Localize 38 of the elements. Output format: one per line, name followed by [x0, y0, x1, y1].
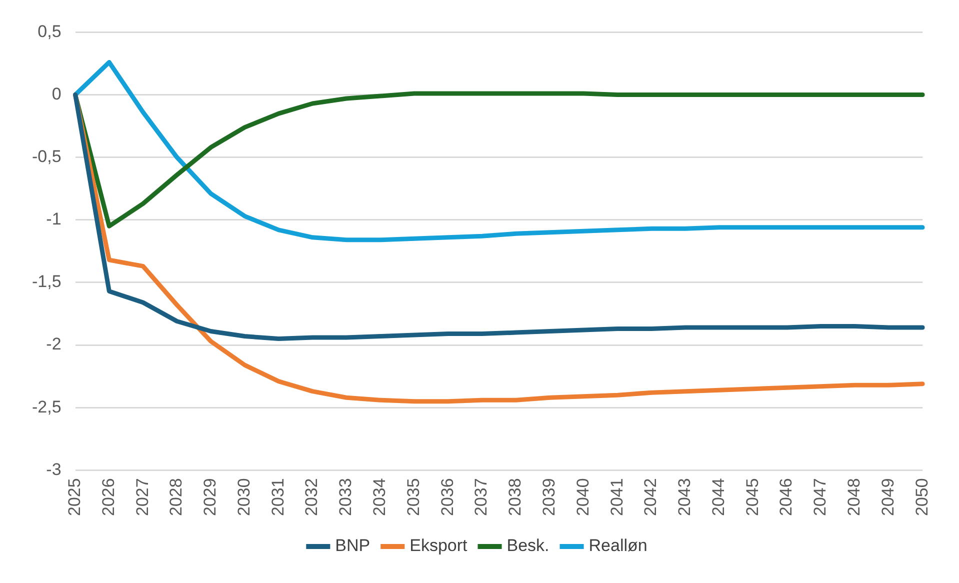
x-tick-label: 2037	[472, 478, 491, 516]
legend-label: BNP	[335, 536, 370, 556]
x-tick-label: 2049	[878, 478, 898, 516]
x-tick-label: 2047	[810, 478, 830, 516]
x-tick-label: 2039	[539, 478, 558, 516]
y-tick-label: -2,5	[32, 397, 62, 416]
x-tick-label: 2032	[302, 478, 322, 516]
x-tick-label: 2044	[708, 478, 728, 516]
y-tick-label: -2	[46, 334, 62, 354]
x-tick-label: 2029	[200, 478, 220, 516]
x-tick-label: 2043	[675, 478, 694, 516]
x-tick-label: 2036	[438, 478, 457, 516]
x-tick-label: 2025	[64, 478, 84, 516]
x-tick-label: 2045	[742, 478, 762, 516]
x-tick-label: 2046	[776, 478, 796, 516]
x-tick-label: 2048	[844, 478, 864, 516]
y-tick-label: 0,5	[38, 22, 62, 41]
x-tick-label: 2031	[268, 478, 288, 516]
y-tick-label: -0,5	[32, 147, 62, 166]
legend-label: Besk.	[506, 536, 550, 556]
legend-label: Eksport	[410, 536, 468, 556]
x-tick-label: 2034	[370, 478, 390, 516]
legend-label: Realløn	[588, 536, 648, 556]
y-tick-label: -3	[46, 460, 62, 479]
x-tick-label: 2050	[912, 478, 932, 516]
y-tick-label: -1,5	[32, 272, 62, 292]
x-tick-label: 2033	[336, 478, 356, 516]
y-tick-label: -1	[46, 210, 62, 229]
x-tick-label: 2040	[573, 478, 592, 516]
x-tick-label: 2030	[234, 478, 254, 516]
x-tick-label: 2028	[166, 478, 186, 516]
y-tick-label: 0	[52, 84, 62, 104]
x-tick-label: 2026	[98, 478, 118, 516]
x-tick-label: 2041	[607, 478, 626, 516]
x-tick-label: 2038	[506, 478, 525, 516]
x-tick-label: 2035	[404, 478, 423, 516]
x-tick-label: 2042	[641, 478, 660, 516]
x-tick-label: 2027	[132, 478, 152, 516]
